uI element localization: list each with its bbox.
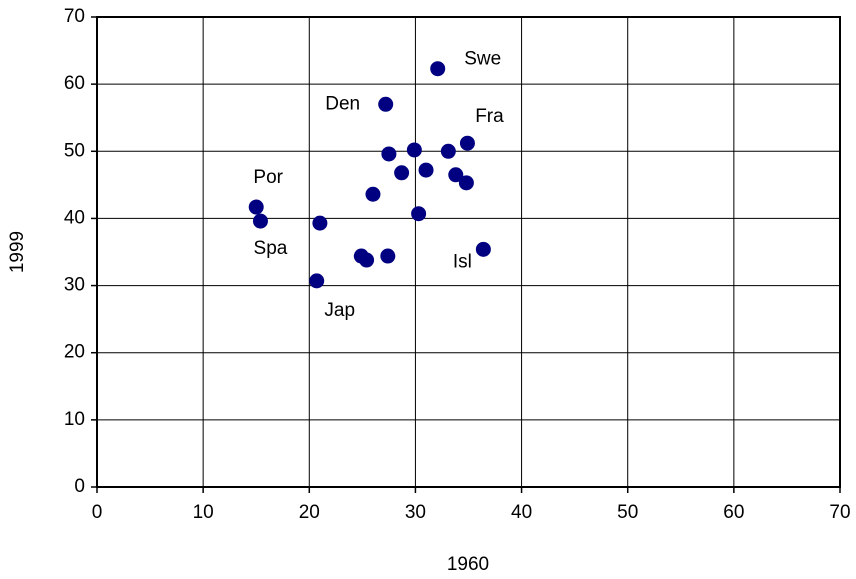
point	[418, 162, 434, 178]
point	[359, 252, 375, 268]
point	[248, 199, 264, 215]
y-tick-label: 0	[74, 476, 85, 497]
point-label: Den	[325, 93, 360, 114]
point-label: Spa	[254, 238, 288, 259]
point	[312, 215, 328, 231]
x-tick-label: 40	[511, 502, 532, 523]
point-label: Por	[253, 167, 283, 188]
x-axis-label: 1960	[447, 554, 489, 575]
x-tick-label: 20	[299, 502, 320, 523]
point	[365, 186, 381, 202]
y-tick-label: 50	[64, 140, 85, 161]
x-tick-label: 60	[723, 502, 744, 523]
point	[252, 213, 268, 229]
point-label: Isl	[453, 251, 472, 272]
point	[378, 96, 394, 112]
point	[475, 241, 491, 257]
point	[459, 135, 475, 151]
point	[411, 206, 427, 222]
x-tick-label: 0	[92, 502, 103, 523]
point-label: Jap	[324, 300, 355, 321]
point	[309, 273, 325, 289]
x-tick-label: 10	[193, 502, 214, 523]
plot-border	[96, 16, 841, 488]
y-axis-label: 1999	[7, 231, 28, 273]
y-tick-label: 10	[64, 409, 85, 430]
y-tick-label: 20	[64, 342, 85, 363]
point	[448, 167, 464, 183]
x-tick-label: 50	[617, 502, 638, 523]
point	[458, 175, 474, 191]
point	[430, 61, 446, 77]
y-tick-label: 70	[64, 6, 85, 27]
point	[380, 248, 396, 264]
point	[381, 146, 397, 162]
x-tick-label: 30	[405, 502, 426, 523]
point	[440, 143, 456, 159]
y-tick-label: 30	[64, 275, 85, 296]
y-tick-label: 40	[64, 207, 85, 228]
point-label: Fra	[475, 106, 504, 127]
point	[394, 165, 410, 181]
y-tick-label: 60	[64, 73, 85, 94]
x-tick-label: 70	[829, 502, 850, 523]
point	[406, 142, 422, 158]
point-label: Swe	[464, 49, 501, 70]
